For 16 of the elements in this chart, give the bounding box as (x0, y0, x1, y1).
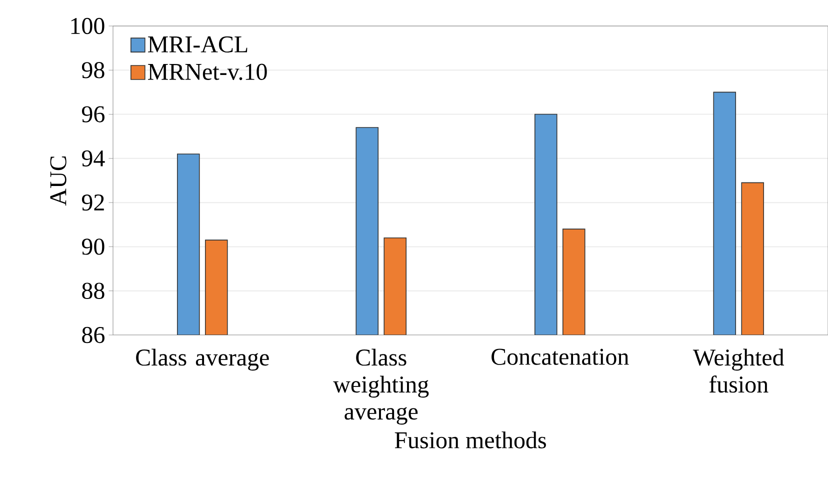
y-tick-label: 96 (82, 106, 104, 122)
y-tick-label: 90 (82, 238, 104, 255)
y-tick-label: 86 (82, 326, 104, 344)
x-tick-label: Concatenation (492, 348, 629, 365)
y-tick-label: 100 (71, 18, 104, 34)
y-tick-label: 94 (82, 150, 105, 166)
x-axis-title: Fusion methods (394, 431, 546, 448)
y-tick-label: 88 (82, 282, 104, 299)
legend-label: MRI-ACL (148, 36, 248, 53)
y-axis-title: AUC (50, 156, 66, 206)
y-tick-label: 98 (82, 62, 104, 78)
x-tick-label: Class weighting average (333, 348, 429, 425)
x-tick-label: Class average (136, 348, 269, 371)
x-tick-label: Weighted fusion (692, 348, 784, 393)
y-tick-label: 92 (82, 194, 104, 211)
legend-label: MRNet-v.10 (148, 64, 267, 80)
